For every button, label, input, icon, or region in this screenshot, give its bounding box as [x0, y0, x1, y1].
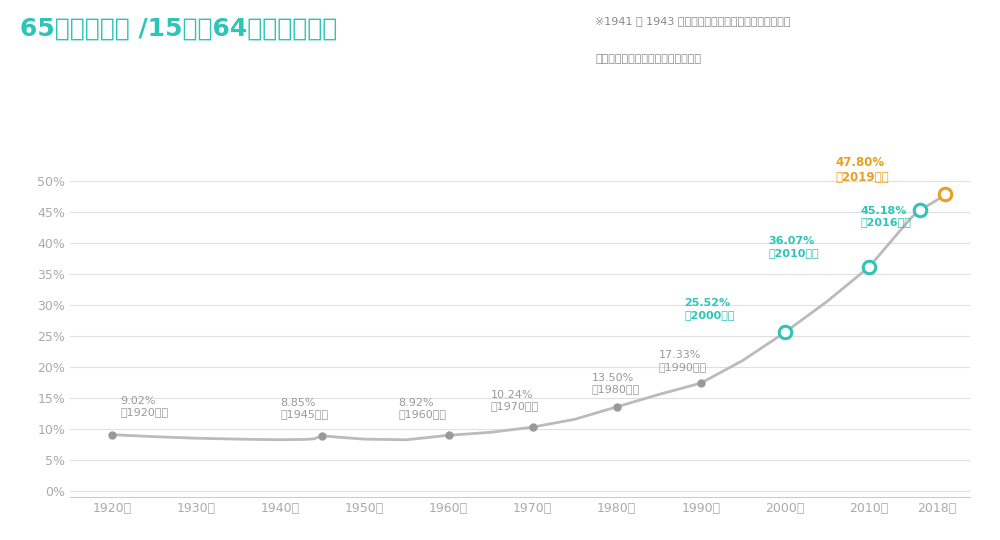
- Text: 47.80%
（2019年）: 47.80% （2019年）: [835, 156, 889, 184]
- Text: 65歳以上人口 /15歳〜64歳人口グラフ: 65歳以上人口 /15歳〜64歳人口グラフ: [20, 16, 337, 40]
- Text: この間の人口は年平均成長とした。: この間の人口は年平均成長とした。: [595, 54, 701, 64]
- Text: ※1941 〜 1943 年は年齢別の推計は行われていない。: ※1941 〜 1943 年は年齢別の推計は行われていない。: [595, 16, 790, 26]
- Text: 45.18%
（2016年）: 45.18% （2016年）: [861, 206, 912, 227]
- Text: 10.24%
（1970年）: 10.24% （1970年）: [491, 390, 539, 411]
- Text: 9.02%
（1920年）: 9.02% （1920年）: [120, 396, 169, 417]
- Text: 13.50%
（1980年）: 13.50% （1980年）: [591, 373, 640, 395]
- Text: 36.07%
（2010年）: 36.07% （2010年）: [768, 237, 819, 258]
- Text: 25.52%
（2000年）: 25.52% （2000年）: [684, 299, 735, 320]
- Text: 8.85%
（1945年）: 8.85% （1945年）: [280, 397, 328, 419]
- Text: 17.33%
（1990年）: 17.33% （1990年）: [659, 350, 707, 372]
- Text: 8.92%
（1960年）: 8.92% （1960年）: [398, 397, 446, 419]
